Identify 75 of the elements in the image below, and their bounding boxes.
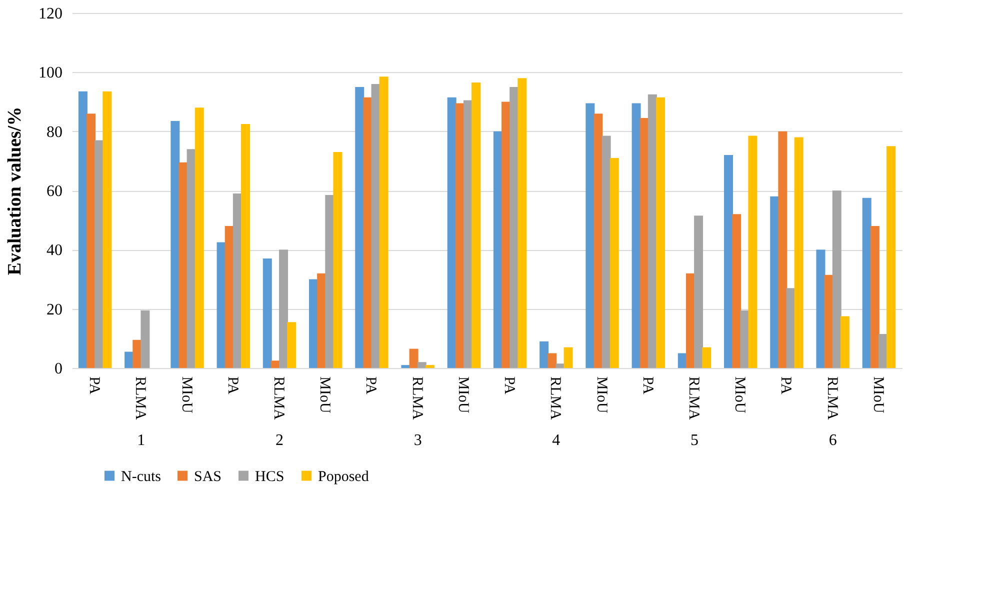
- bar: [656, 97, 665, 368]
- bar: [748, 136, 758, 368]
- x-tick-label: MIoU: [732, 376, 748, 414]
- legend-label: SAS: [194, 468, 222, 485]
- bar: [694, 216, 704, 368]
- bar: [840, 316, 850, 368]
- x-tick-label: MIoU: [454, 376, 471, 414]
- bar: [732, 214, 742, 368]
- x-tick-label: PA: [362, 376, 379, 394]
- x-tick-label: PA: [224, 376, 240, 394]
- x-tick-label: RLMA: [408, 376, 425, 420]
- bar: [401, 365, 410, 368]
- bar: [363, 97, 372, 368]
- bar: [548, 353, 557, 368]
- bar: [102, 91, 112, 368]
- bar: [279, 250, 288, 368]
- bar: [794, 137, 804, 368]
- text: 5: [690, 432, 698, 449]
- bar: [518, 78, 527, 368]
- x-tick-label: PA: [501, 376, 518, 394]
- bar: [610, 158, 619, 368]
- y-tick-label: 80: [46, 124, 62, 141]
- x-tick-label: MIoU: [593, 376, 610, 414]
- y-tick-label: 100: [38, 64, 62, 82]
- y-tick-label: 40: [46, 242, 62, 260]
- legend-label: HCS: [255, 468, 284, 485]
- bar: [472, 82, 481, 368]
- x-tick-label: PA: [86, 376, 102, 394]
- bar: [816, 250, 826, 368]
- bar: [262, 258, 272, 368]
- bar: [540, 341, 549, 368]
- x-tick-label: RLMA: [547, 376, 564, 420]
- x-tick-label: RLMA: [132, 376, 148, 420]
- bar: [417, 362, 426, 368]
- x-tick-label: MIoU: [316, 376, 333, 414]
- y-tick-label: 0: [54, 360, 62, 378]
- bar: [556, 364, 565, 368]
- bar: [140, 310, 150, 368]
- bar: [287, 322, 296, 368]
- bar: [333, 152, 342, 368]
- x-tick-label: RLMA: [270, 376, 286, 420]
- bar: [702, 347, 712, 368]
- x-tick-label: RLMA: [686, 376, 702, 420]
- legend-label: Poposed: [318, 468, 370, 485]
- bar: [379, 76, 388, 368]
- bar: [240, 124, 250, 368]
- text: 3: [414, 432, 422, 449]
- bar: [170, 120, 180, 368]
- bar: [886, 146, 896, 368]
- y-tick-label: 120: [38, 6, 62, 22]
- bar: [870, 226, 880, 368]
- y-tick-label: 60: [46, 183, 62, 200]
- text: 4: [552, 432, 560, 449]
- bar: [194, 108, 204, 368]
- bar: [832, 190, 842, 368]
- x-tick-label: MIoU: [870, 376, 886, 414]
- bar: [594, 114, 603, 368]
- legend-label: N-cuts: [121, 468, 162, 485]
- bar: [425, 365, 434, 368]
- text: 6: [828, 432, 837, 449]
- x-tick-label: MIoU: [178, 376, 194, 414]
- y-axis-title: Evaluation values/%: [4, 106, 26, 276]
- y-tick-label: 20: [46, 301, 62, 318]
- x-tick-label: PA: [639, 376, 656, 394]
- bar: [778, 131, 788, 368]
- x-tick-label: RLMA: [824, 376, 840, 420]
- bar: [409, 348, 418, 368]
- x-tick-label: PA: [778, 376, 794, 394]
- bar: [724, 155, 734, 368]
- bar: [862, 198, 872, 368]
- bar: [178, 162, 188, 368]
- text: 2: [276, 432, 284, 449]
- bar: [86, 114, 96, 368]
- bar: [564, 347, 573, 368]
- text: 1: [137, 432, 146, 449]
